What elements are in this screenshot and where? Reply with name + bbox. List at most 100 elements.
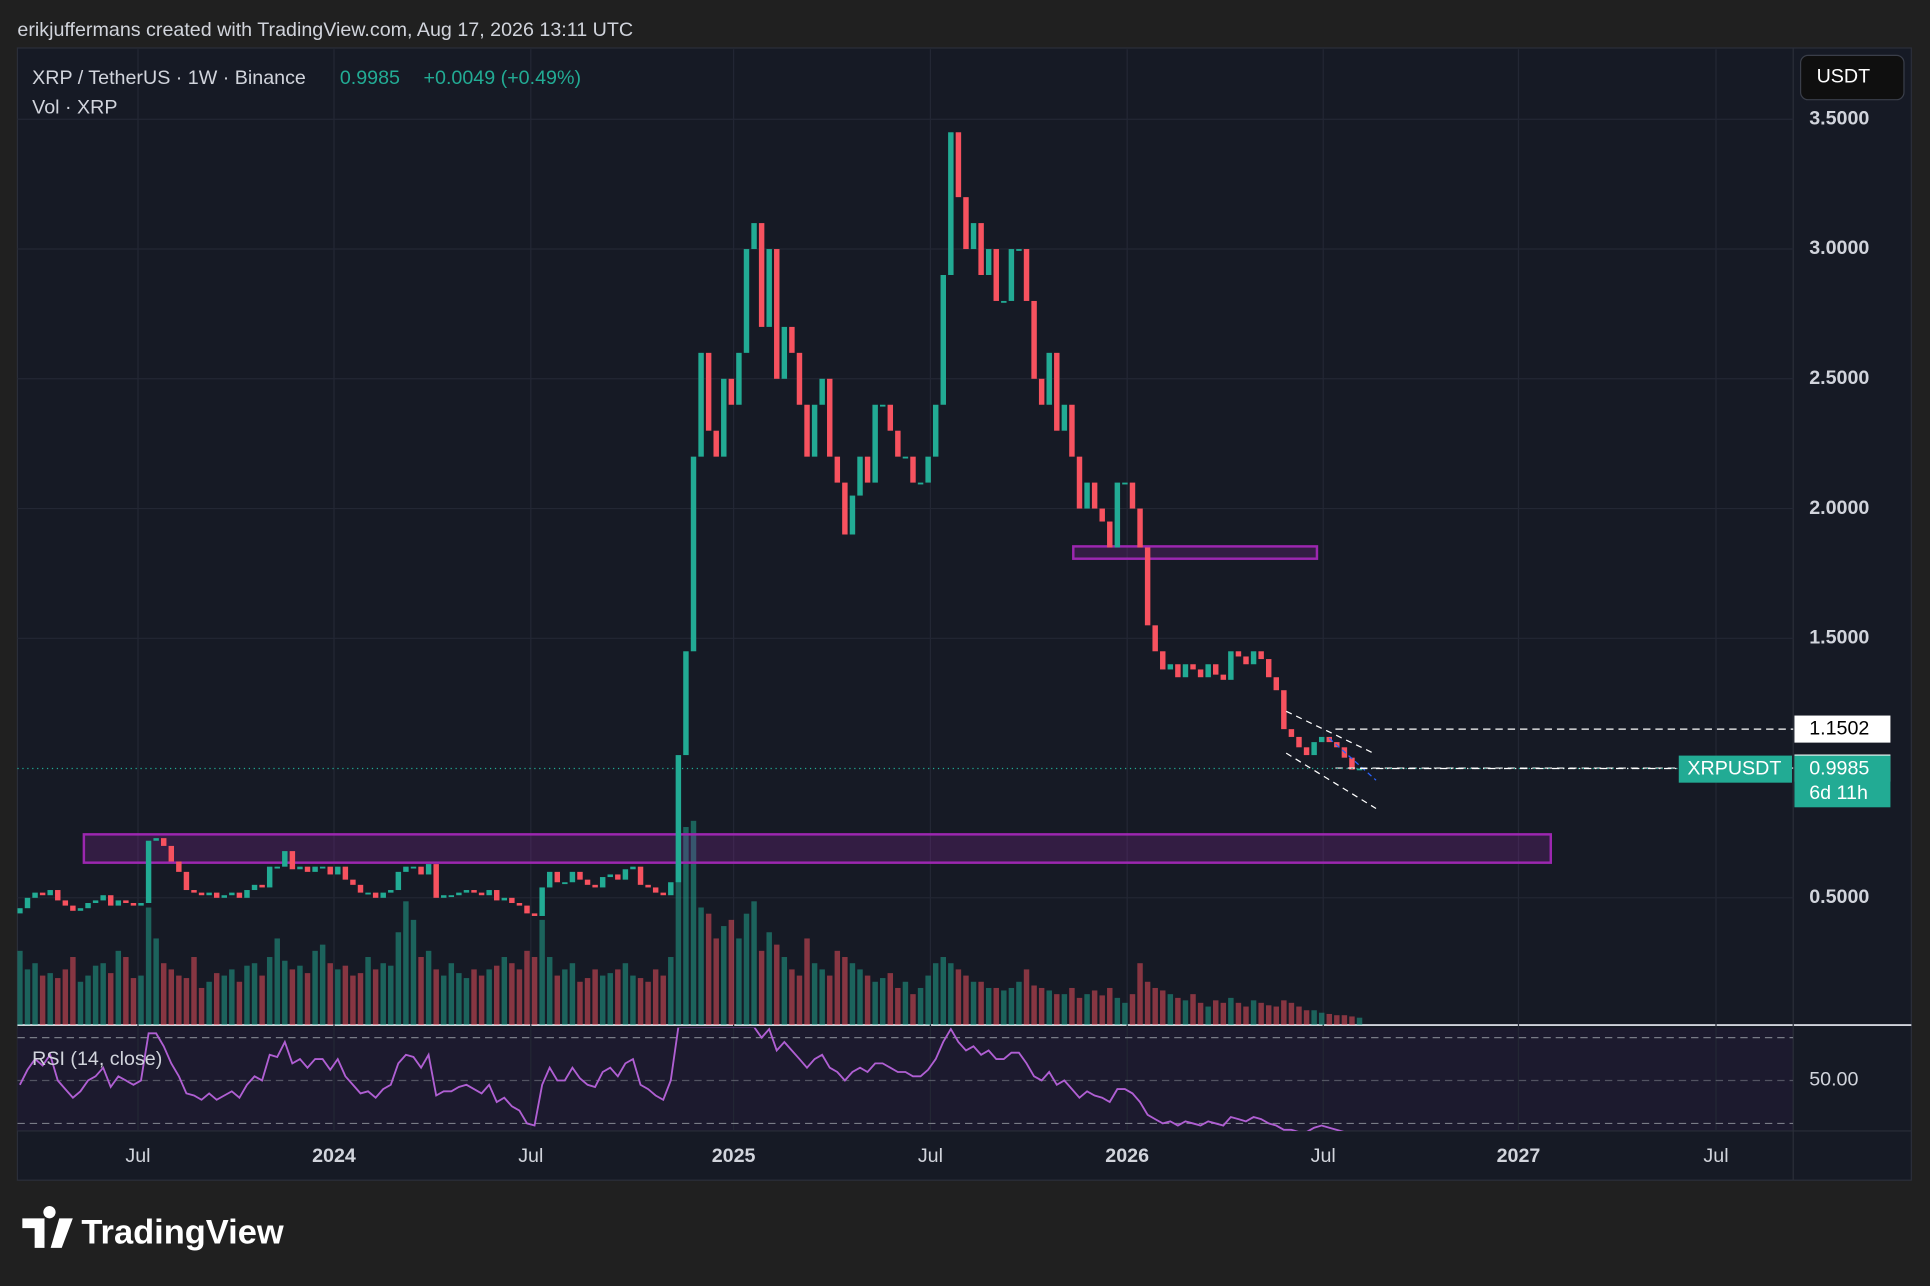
candle-body bbox=[804, 404, 810, 457]
volume-bar bbox=[1296, 1006, 1302, 1026]
logo: TradingView bbox=[22, 1206, 284, 1251]
volume-bar bbox=[630, 975, 636, 1026]
volume-bar bbox=[713, 938, 719, 1026]
volume-bar bbox=[1099, 995, 1105, 1026]
volume-bar bbox=[758, 950, 765, 1026]
volume-bar bbox=[1031, 985, 1037, 1026]
volume-bar bbox=[1281, 1000, 1287, 1026]
candle-body bbox=[24, 897, 31, 909]
candle-body bbox=[1137, 508, 1143, 548]
candle-body bbox=[599, 877, 606, 888]
candle-body bbox=[811, 404, 818, 457]
volume-bar bbox=[108, 973, 114, 1026]
candle-body bbox=[494, 890, 500, 901]
candle-body bbox=[902, 456, 909, 459]
volume-bar bbox=[17, 950, 23, 1026]
volume-bar bbox=[448, 963, 455, 1026]
candle-body bbox=[948, 132, 954, 275]
volume-bar bbox=[244, 965, 250, 1026]
volume-bar bbox=[319, 944, 326, 1026]
volume-bar bbox=[705, 913, 712, 1026]
volume-bar bbox=[781, 957, 788, 1026]
volume-bar bbox=[471, 969, 477, 1026]
candle-body bbox=[668, 882, 674, 896]
candle-body bbox=[17, 908, 23, 914]
currency-label[interactable]: USDT bbox=[1817, 66, 1871, 88]
candle-body bbox=[1016, 249, 1022, 251]
last-price-tag bbox=[1794, 755, 1891, 808]
candle-body bbox=[1144, 547, 1151, 626]
candle-body bbox=[834, 456, 841, 483]
candle-body bbox=[743, 249, 750, 353]
candle-body bbox=[206, 892, 212, 896]
header-change: +0.0049 (+0.49%) bbox=[424, 67, 582, 89]
header-price: 0.9985 bbox=[340, 67, 400, 89]
x-tick-label: 2025 bbox=[712, 1145, 756, 1167]
candle-body bbox=[115, 900, 122, 906]
volume-bar bbox=[993, 987, 999, 1026]
candle-body bbox=[1114, 482, 1121, 548]
candle-body bbox=[531, 913, 538, 916]
candle-body bbox=[978, 223, 984, 275]
volume-bar bbox=[925, 975, 931, 1026]
candle-body bbox=[1228, 651, 1234, 680]
candle-body bbox=[872, 404, 878, 483]
volume-bar bbox=[138, 975, 144, 1026]
candle-body bbox=[1205, 664, 1211, 678]
volume-bar bbox=[1318, 1012, 1325, 1026]
volume-bar bbox=[213, 973, 220, 1026]
volume-bar bbox=[1167, 994, 1174, 1026]
volume-bar bbox=[1091, 990, 1098, 1026]
candle-body bbox=[1175, 664, 1181, 678]
volume-bar bbox=[796, 975, 803, 1026]
candle-body bbox=[123, 900, 129, 904]
volume-bar bbox=[350, 975, 356, 1026]
rsi-pane bbox=[17, 1027, 1794, 1131]
volume-bar bbox=[827, 975, 833, 1026]
volume-bar bbox=[372, 969, 379, 1026]
grid bbox=[17, 49, 1794, 1131]
symbol-title: XRP / TetherUS · 1W · Binance bbox=[32, 67, 306, 89]
volume-bar bbox=[546, 957, 553, 1026]
x-tick-label: 2026 bbox=[1105, 1145, 1149, 1167]
volume-bar bbox=[1235, 1002, 1242, 1026]
volume-bar bbox=[418, 957, 424, 1026]
volume-bar bbox=[274, 938, 280, 1026]
candle-body bbox=[1235, 651, 1242, 657]
symbol-tag-label: XRPUSDT bbox=[1687, 757, 1781, 779]
x-tick-label: Jul bbox=[125, 1145, 150, 1167]
candle-body bbox=[463, 890, 470, 893]
volume-bar bbox=[539, 919, 545, 1026]
candle-body bbox=[282, 851, 288, 867]
volume-bar bbox=[251, 963, 258, 1026]
volume-bar bbox=[1175, 997, 1181, 1026]
candle-body bbox=[940, 274, 946, 405]
volume-bar bbox=[978, 981, 984, 1026]
volume-bar bbox=[327, 963, 333, 1026]
candle-body bbox=[781, 326, 788, 379]
volume-bar bbox=[1356, 1017, 1363, 1026]
volume-bar bbox=[1076, 997, 1083, 1026]
volume-bar bbox=[357, 973, 364, 1026]
volume-bar bbox=[236, 981, 243, 1026]
candle-body bbox=[584, 879, 591, 885]
candle-body bbox=[774, 249, 780, 379]
candle-body bbox=[1069, 404, 1075, 457]
volume-bar bbox=[176, 975, 182, 1026]
wedge-line bbox=[1285, 710, 1377, 755]
currency-button[interactable] bbox=[1799, 54, 1905, 101]
candle-body bbox=[1160, 651, 1166, 670]
volume-bar bbox=[584, 978, 591, 1026]
candle-body bbox=[955, 132, 962, 198]
candle-body bbox=[690, 456, 697, 652]
volume-bar bbox=[524, 950, 530, 1026]
volume-bar bbox=[1107, 987, 1113, 1026]
support-zone bbox=[82, 833, 1553, 864]
rsi-legend: RSI (14, close) bbox=[32, 1048, 162, 1070]
candle-body bbox=[70, 905, 76, 911]
volume-bar bbox=[1160, 990, 1166, 1026]
candle-body bbox=[970, 223, 977, 250]
volume-bar bbox=[380, 963, 386, 1026]
candle-body bbox=[55, 890, 61, 901]
